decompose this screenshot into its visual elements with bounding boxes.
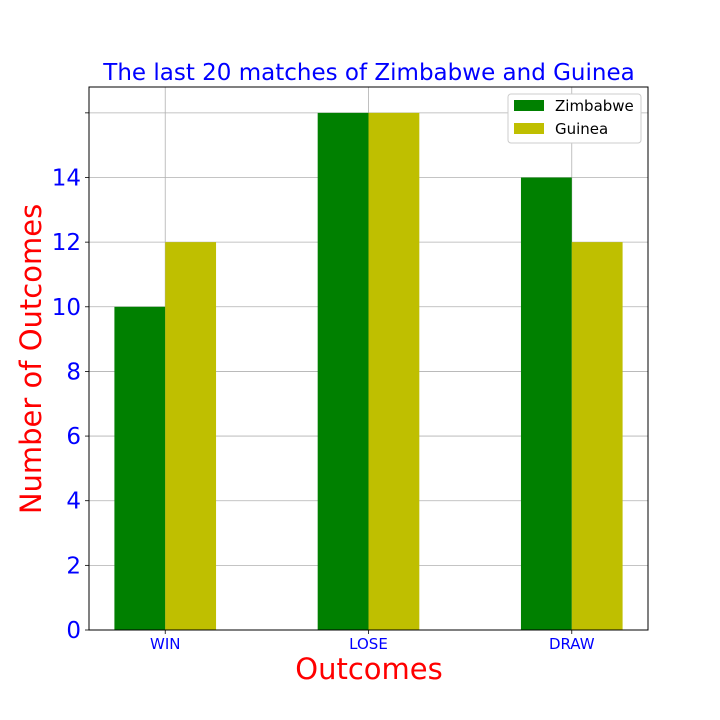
y-tick-label: 2 [66, 553, 81, 579]
y-tick-label: 6 [66, 424, 81, 450]
y-axis-label: Number of Outcomes [14, 204, 48, 514]
bar-guinea-lose [368, 112, 420, 631]
bar-zimbabwe-draw [520, 177, 572, 630]
legend: Zimbabwe Guinea [507, 93, 642, 144]
x-tick-label: LOSE [349, 635, 388, 653]
y-tick-label: 4 [66, 489, 81, 515]
y-tick-label: 10 [52, 295, 81, 321]
bar-zimbabwe-lose [317, 112, 369, 631]
legend-swatch-zimbabwe [514, 100, 544, 111]
x-tick-label: DRAW [549, 635, 595, 653]
bar-guinea-win [165, 242, 217, 630]
legend-entry-guinea: Guinea [555, 120, 608, 138]
y-tick-label: 0 [66, 618, 81, 644]
chart-title: The last 20 matches of Zimbabwe and Guin… [102, 60, 634, 86]
ticks: 0 2 4 6 8 10 12 14 WIN LOSE DRAW [52, 112, 595, 653]
y-tick-label: 14 [52, 166, 81, 192]
legend-swatch-guinea [514, 123, 544, 134]
y-tick-label: 12 [52, 230, 81, 256]
y-tick-label: 8 [66, 359, 81, 385]
legend-entry-zimbabwe: Zimbabwe [555, 97, 634, 115]
bar-guinea-draw [571, 242, 623, 630]
bar-zimbabwe-win [114, 306, 166, 630]
bars [114, 112, 623, 631]
x-tick-label: WIN [150, 635, 180, 653]
x-axis-label: Outcomes [295, 652, 442, 686]
